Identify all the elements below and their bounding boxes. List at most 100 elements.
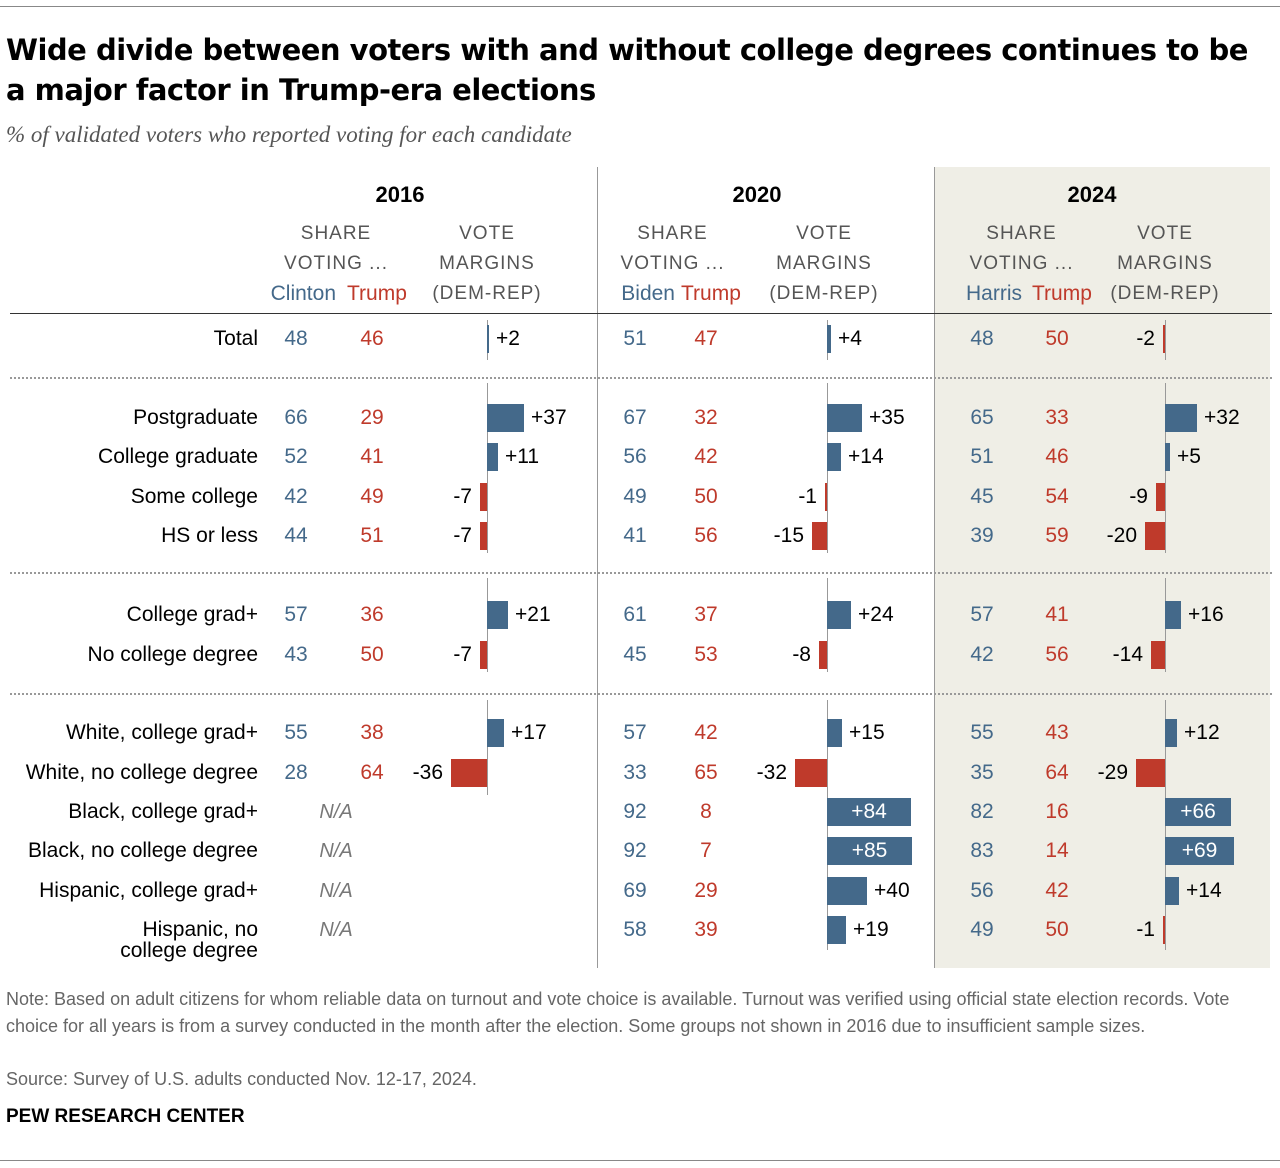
margin-label: +40 [874,879,910,902]
na-label: N/A [319,840,353,862]
dem-margin-bar [487,601,508,629]
margin-label: -29 [1097,761,1128,784]
row-label: White, college grad+ [65,721,258,744]
row-label: Some college [130,485,258,508]
margin-label: -1 [1136,918,1155,941]
dem-margin-bar [827,837,912,865]
rep-share: 29 [694,879,718,902]
chart-title: Wide divide between voters with and with… [6,33,1248,107]
margin-label: +15 [849,721,885,744]
rep-share: 39 [694,918,718,941]
margin-header: (DEM-REP) [769,283,879,304]
dem-share: 57 [970,603,994,626]
row-label: Postgraduate [133,406,258,429]
dem-margin-bar [827,443,841,471]
margin-label: +16 [1188,603,1224,626]
rep-share: 16 [1045,800,1069,823]
share-header-1: SHARE [300,223,372,244]
dem-margin-bar [827,325,831,353]
margin-label: +5 [1177,445,1201,468]
dem-margin-bar [827,404,862,432]
rep-candidate: Trump [347,282,407,305]
margin-label: +14 [848,445,884,468]
rep-margin-bar [480,483,487,511]
margin-header: MARGINS [1117,253,1213,274]
margin-label: +21 [515,603,551,626]
rep-share: 47 [694,327,718,350]
dem-share: 82 [970,800,994,823]
margin-label: +4 [838,327,862,350]
margin-label: -9 [1129,485,1148,508]
dem-share: 48 [284,327,308,350]
rep-margin-bar [1156,483,1165,511]
rep-share: 50 [1045,918,1069,941]
row-label: College grad+ [126,603,258,626]
margin-label: +37 [531,406,567,429]
rep-share: 53 [694,643,718,666]
pew-logo: PEW RESEARCH CENTER [6,1106,245,1127]
rep-share: 8 [700,800,712,823]
rep-margin-bar [480,522,487,550]
margin-header: MARGINS [439,253,535,274]
rep-share: 42 [1045,879,1069,902]
dem-share: 49 [623,485,647,508]
dem-margin-bar [827,601,851,629]
rep-margin-bar [1136,759,1165,787]
dem-share: 51 [623,327,647,350]
rep-share: 29 [360,406,384,429]
bottom-rule [0,1160,1280,1161]
dotted-separator [10,377,1272,379]
dem-share: 83 [970,839,994,862]
dem-share: 45 [970,485,994,508]
margin-label: +35 [869,406,905,429]
dem-share: 42 [970,643,994,666]
dem-share: 57 [623,721,647,744]
rep-share: 59 [1045,524,1069,547]
margin-label: +32 [1204,406,1240,429]
margin-label: +66 [1180,800,1216,823]
top-rule [0,6,1280,7]
dem-share: 44 [284,524,308,547]
dem-share: 69 [623,879,647,902]
dem-margin-bar [487,719,504,747]
rep-margin-bar [1151,641,1165,669]
year-heading: 2024 [1067,182,1117,207]
dem-candidate: Biden [621,282,675,305]
rep-share: 43 [1045,721,1069,744]
rep-share: 46 [1045,445,1069,468]
dem-margin-bar [1165,404,1197,432]
margin-label: -7 [453,643,472,666]
dem-share: 35 [970,761,994,784]
rep-share: 49 [360,485,384,508]
rep-share: 56 [1045,643,1069,666]
row-label: College graduate [98,445,258,468]
row-label: Hispanic, college grad+ [39,879,258,902]
rep-share: 50 [360,643,384,666]
dem-margin-bar [487,404,524,432]
rep-share: 41 [1045,603,1069,626]
margin-header: MARGINS [776,253,872,274]
highlight-2024-bg [934,167,1270,968]
rep-share: 51 [360,524,384,547]
dem-margin-bar [827,877,867,905]
dem-margin-bar [1165,443,1170,471]
row-label: White, no college degree [25,761,258,784]
row-label: Black, no college degree [28,839,258,862]
na-label: N/A [319,919,353,941]
rep-share: 46 [360,327,384,350]
share-header-2: VOTING ... [284,253,388,274]
note: Note: Based on adult citizens for whom r… [6,989,1230,1036]
rep-share: 33 [1045,406,1069,429]
rep-share: 50 [1045,327,1069,350]
column-divider [934,167,935,968]
dem-share: 28 [284,761,308,784]
row-label: Black, college grad+ [68,800,258,823]
margin-label: +17 [511,721,547,744]
na-label: N/A [319,880,353,902]
rep-margin-bar [795,759,827,787]
rep-share: 56 [694,524,718,547]
dem-share: 51 [970,445,994,468]
dotted-separator [10,693,1272,695]
row-label: No college degree [87,643,258,666]
dem-margin-bar [1165,719,1177,747]
